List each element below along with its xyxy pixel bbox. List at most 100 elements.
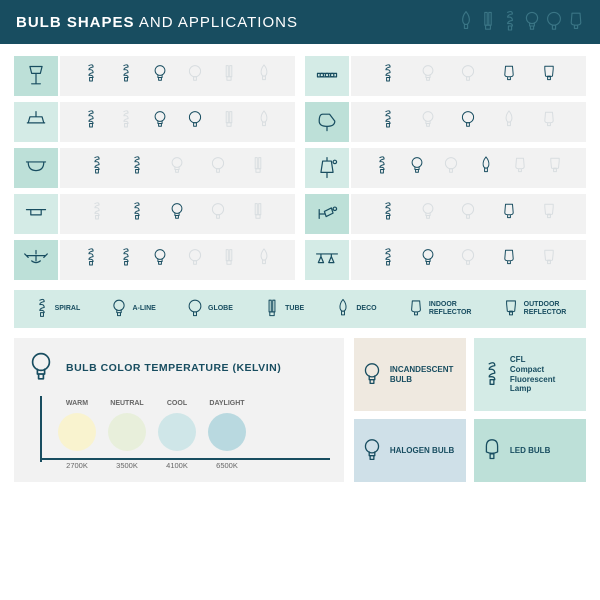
bulb-globe-icon xyxy=(188,63,202,90)
bulb-spiral-icon xyxy=(130,201,144,228)
bulb-reflector2-icon xyxy=(542,63,556,90)
bulb-spiral-icon xyxy=(84,247,98,274)
bulb-tube-icon xyxy=(222,247,236,274)
bulb-reflector2-icon xyxy=(542,247,556,274)
bulb-options xyxy=(351,148,586,188)
fixture-grid xyxy=(0,44,600,284)
bulb-globe-icon xyxy=(461,247,475,274)
color-temperature-panel: BULB COLOR TEMPERATURE (KELVIN) WARM2700… xyxy=(14,338,344,482)
bulb-spiral-icon xyxy=(119,63,133,90)
header: BULB SHAPES AND APPLICATIONS xyxy=(0,0,600,44)
bulb-deco-icon xyxy=(257,247,271,274)
fixture-row xyxy=(305,148,586,188)
bulb-reflector-icon xyxy=(502,201,516,228)
fixture-row xyxy=(305,56,586,96)
bulb-aline-icon xyxy=(170,155,184,182)
legend-spiral: SPIRAL xyxy=(34,298,81,320)
bulb-spiral-icon xyxy=(381,247,395,274)
fixture-row xyxy=(305,240,586,280)
bulb-spiral-icon xyxy=(375,155,389,182)
bulb-icon xyxy=(28,350,54,386)
bulb-globe-icon xyxy=(211,201,225,228)
fixture-row xyxy=(14,194,295,234)
bulb-tube-icon xyxy=(222,63,236,90)
bulb-options xyxy=(60,148,295,188)
bulb-spiral-icon xyxy=(381,109,395,136)
fixture-icon-ceiling xyxy=(14,148,60,188)
bulb-aline-icon xyxy=(421,247,435,274)
bulb-options xyxy=(60,102,295,142)
fixture-row xyxy=(305,102,586,142)
fixture-icon-wallspot xyxy=(305,194,351,234)
shape-legend: SPIRALA-LINEGLOBETUBEDECOINDOORREFLECTOR… xyxy=(14,290,586,328)
bulb-aline-icon xyxy=(421,63,435,90)
bulb-spiral-icon xyxy=(381,201,395,228)
fixture-icon-fan xyxy=(14,240,60,280)
bulb-reflector-icon xyxy=(513,155,527,182)
bulb-deco-icon xyxy=(257,109,271,136)
fixture-row xyxy=(14,240,295,280)
axis-vertical xyxy=(40,396,42,462)
fixture-row xyxy=(14,102,295,142)
type-card-spiral: CFLCompact FluorescentLamp xyxy=(474,338,586,411)
bulb-spiral-icon xyxy=(119,109,133,136)
page-title: BULB SHAPES AND APPLICATIONS xyxy=(16,14,298,31)
bulb-aline-icon xyxy=(153,247,167,274)
bulb-globe-icon xyxy=(188,109,202,136)
legend-reflector: INDOORREFLECTOR xyxy=(408,298,472,320)
bulb-globe-icon xyxy=(444,155,458,182)
bulb-aline-icon xyxy=(153,109,167,136)
bulb-globe-icon xyxy=(461,109,475,136)
legend-reflector2: OUTDOORREFLECTOR xyxy=(503,298,567,320)
bulb-spiral-icon xyxy=(90,155,104,182)
fixture-icon-lantern xyxy=(305,148,351,188)
bulb-tube-icon xyxy=(251,155,265,182)
bulb-aline-icon xyxy=(410,155,424,182)
bulb-type-grid: INCANDESCENTBULBCFLCompact FluorescentLa… xyxy=(354,338,586,482)
bulb-globe-icon xyxy=(461,201,475,228)
fixture-row xyxy=(14,148,295,188)
bulb-globe-icon xyxy=(461,63,475,90)
bulb-options xyxy=(60,240,295,280)
fixture-icon-recessed xyxy=(14,194,60,234)
fixture-icon-track xyxy=(305,240,351,280)
bulb-spiral-icon xyxy=(119,247,133,274)
bottom-section: BULB COLOR TEMPERATURE (KELVIN) WARM2700… xyxy=(0,338,600,496)
bulb-spiral-icon xyxy=(381,63,395,90)
bulb-options xyxy=(351,240,586,280)
fixture-icon-lamp xyxy=(14,56,60,96)
bulb-aline-icon xyxy=(170,201,184,228)
type-card-aline: HALOGEN BULB xyxy=(354,419,466,482)
bulb-options xyxy=(351,56,586,96)
bulb-spiral-icon xyxy=(84,63,98,90)
bulb-reflector2-icon xyxy=(542,201,556,228)
legend-tube: TUBE xyxy=(264,298,304,320)
fixture-row xyxy=(305,194,586,234)
bulb-spiral-icon xyxy=(84,109,98,136)
bulb-tube-icon xyxy=(251,201,265,228)
bulb-globe-icon xyxy=(188,247,202,274)
bulb-reflector-icon xyxy=(502,63,516,90)
bulb-deco-icon xyxy=(257,63,271,90)
bulb-reflector-icon xyxy=(502,247,516,274)
bulb-globe-icon xyxy=(211,155,225,182)
fixture-icon-pendant xyxy=(14,102,60,142)
legend-aline: A-LINE xyxy=(111,298,155,320)
bulb-aline-icon xyxy=(421,201,435,228)
bulb-aline-icon xyxy=(421,109,435,136)
temperature-title: BULB COLOR TEMPERATURE (KELVIN) xyxy=(66,362,281,374)
type-card-led: LED BULB xyxy=(474,419,586,482)
bulb-options xyxy=(351,194,586,234)
bulb-spiral-icon xyxy=(130,155,144,182)
bulb-tube-icon xyxy=(222,109,236,136)
fixture-row xyxy=(14,56,295,96)
axis-horizontal xyxy=(40,458,330,460)
bulb-aline-icon xyxy=(153,63,167,90)
fixture-icon-spots xyxy=(305,56,351,96)
bulb-deco-icon xyxy=(479,155,493,182)
bulb-deco-icon xyxy=(502,109,516,136)
header-bulb-icons xyxy=(458,10,584,34)
type-card-aline: INCANDESCENTBULB xyxy=(354,338,466,411)
bulb-options xyxy=(60,56,295,96)
bulb-reflector2-icon xyxy=(548,155,562,182)
